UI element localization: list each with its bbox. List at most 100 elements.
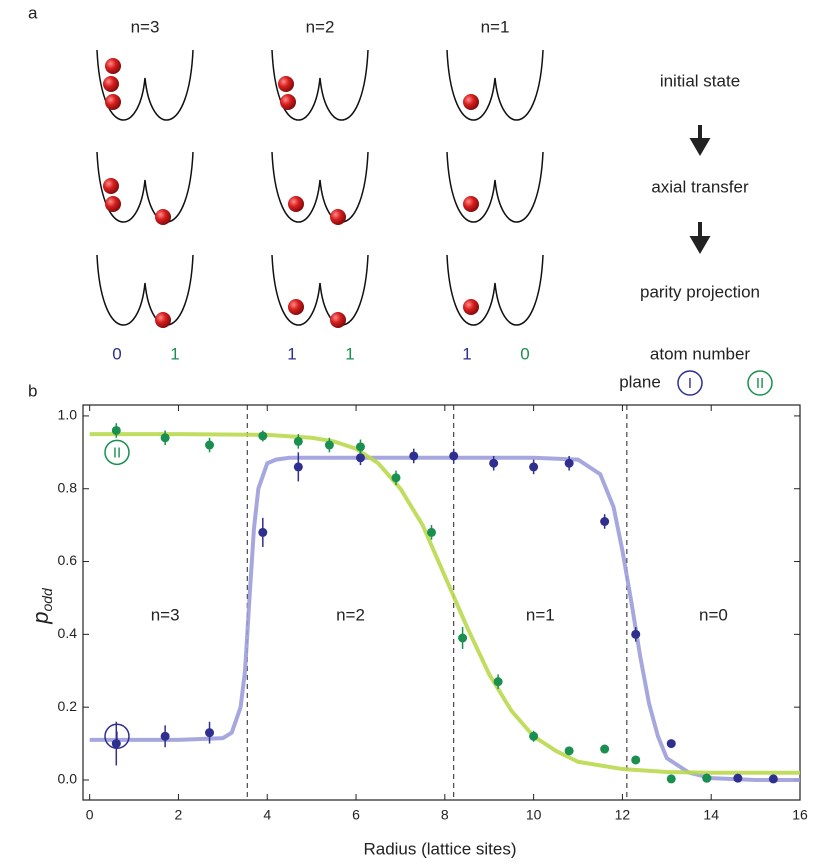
x-tick-label: 4 [263,807,271,823]
atom-count: 0 [112,344,121,363]
atom [330,312,346,328]
data-point [293,462,303,472]
double-well [446,254,544,326]
data-point [205,728,215,738]
plane-marker-label: II [113,444,121,461]
data-point [702,773,712,783]
step-label: axial transfer [651,177,749,196]
region-label: n=0 [699,606,728,625]
plot-frame [82,404,801,801]
data-point [355,442,365,452]
x-tick-label: 14 [703,807,719,823]
atom [463,196,479,212]
data-point [160,731,170,741]
atom-count: 1 [170,344,179,363]
region-label: n=2 [336,606,365,625]
data-point [631,755,641,765]
data-point [564,746,574,756]
atom [463,299,479,315]
data-point [631,629,641,639]
column-title: n=3 [131,17,160,36]
atom [280,94,296,110]
x-tick-label: 6 [352,807,360,823]
arrow [689,222,711,254]
data-point [666,739,676,749]
plane-marker [104,723,130,750]
x-tick-label: 16 [792,807,808,823]
y-axis-label: podd [28,587,55,625]
y-tick-label: 0.2 [58,698,78,714]
plane-marker-label: I [115,728,119,745]
atom-count: 0 [520,344,529,363]
data-point [449,451,459,461]
x-tick-label: 0 [86,807,94,823]
plane-marker-label: II [756,375,764,392]
plane-marker-label: I [688,375,692,392]
data-point [324,440,334,450]
x-tick-label: 2 [175,807,183,823]
x-tick-label: 8 [441,807,449,823]
data-point [666,774,676,784]
y-tick-label: 1.0 [58,407,78,423]
y-tick-label: 0.6 [58,552,78,568]
double-well [96,254,194,326]
atom [103,178,119,194]
data-point [564,458,574,468]
arrow [689,125,711,156]
step-label: parity projection [640,282,760,301]
region-label: n=1 [526,606,555,625]
data-point [293,436,303,446]
data-point [529,731,539,741]
plane-marker [104,439,130,466]
step-label: initial state [660,71,740,90]
double-well [446,151,544,223]
plane-marker [747,370,773,396]
data-point [258,527,268,537]
data-point [205,440,215,450]
atom [288,299,304,315]
panel-label: a [28,3,38,22]
column-title: n=2 [306,17,335,36]
y-tick-label: 0.4 [58,625,78,641]
data-point [391,473,401,483]
plane-label: plane [619,372,661,391]
atom-number-label: atom number [650,344,750,363]
data-point [768,774,778,784]
double-well [271,151,369,223]
x-tick-label: 12 [615,807,631,823]
atom [105,196,121,212]
data-point [409,451,419,461]
column-title: n=1 [481,17,510,36]
atom [105,94,121,110]
y-tick-label: 0.8 [58,479,78,495]
atom [103,76,119,92]
atom-count: 1 [287,344,296,363]
atom [105,58,121,74]
x-axis-label: Radius (lattice sites) [363,839,516,858]
fit-curve [89,432,800,775]
y-axis-label-main: p [28,612,53,625]
x-tick-label: 10 [526,807,542,823]
data-point [258,431,268,441]
data-point [355,453,365,463]
plane-marker [677,370,703,396]
region-label: n=3 [151,606,180,625]
data-point [529,462,539,472]
data-point [458,633,468,643]
data-point [111,425,121,435]
data-point [111,739,121,749]
atom [463,94,479,110]
fit-curve [89,455,800,782]
data-point [600,744,610,754]
y-axis-label-sub: odd [39,587,55,612]
data-point [489,458,499,468]
data-point [600,516,610,526]
atom [288,196,304,212]
atom [330,209,346,225]
data-point [427,527,437,537]
atom-count: 1 [345,344,354,363]
atom [155,312,171,328]
double-well [271,254,369,326]
panel-label: b [28,381,37,400]
